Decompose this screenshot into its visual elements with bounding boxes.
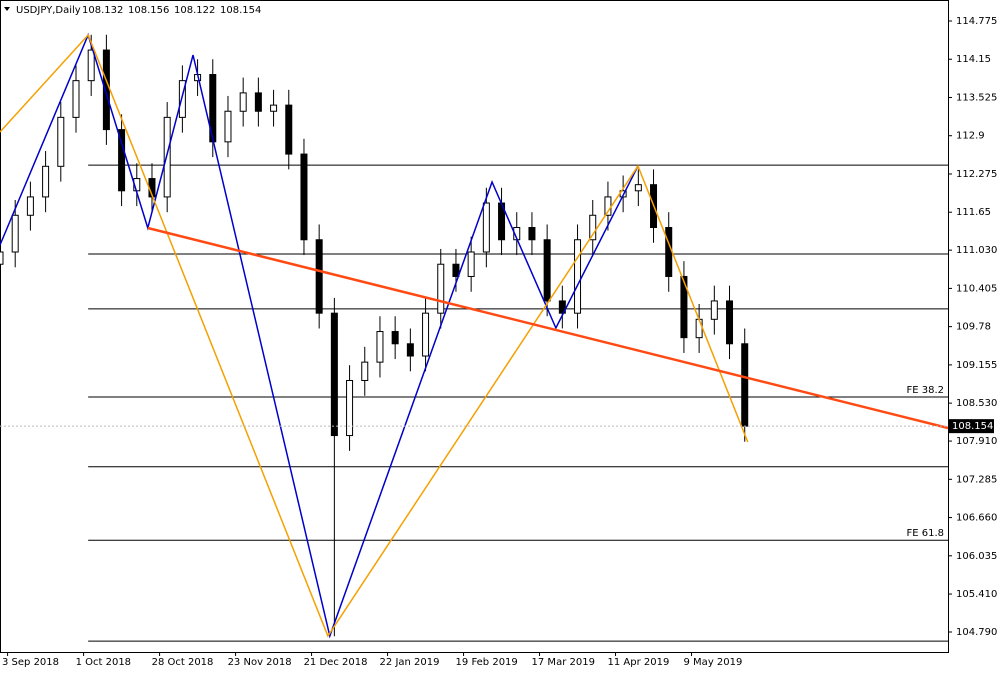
candle-body xyxy=(224,110,232,143)
x-tick-label: 3 Sep 2018 xyxy=(2,657,59,668)
candle-body xyxy=(376,331,384,363)
candle-body xyxy=(178,80,186,118)
x-tick-label: 9 May 2019 xyxy=(684,657,743,668)
candle-body xyxy=(741,343,749,427)
y-tick-label: 104.790 xyxy=(956,627,997,638)
menu-arrow[interactable] xyxy=(4,7,10,11)
candle-body xyxy=(330,312,338,437)
candle-body xyxy=(574,239,582,314)
y-tick-label: 106.660 xyxy=(956,513,997,524)
plot-frame xyxy=(0,0,949,653)
candle-body xyxy=(163,116,171,198)
candle-body xyxy=(437,263,445,314)
candle-body xyxy=(482,202,490,253)
candle-body xyxy=(315,239,323,314)
candle-body xyxy=(634,184,642,192)
candle-body xyxy=(391,331,399,345)
candle-body xyxy=(270,104,278,112)
level-label: FE 61.8 xyxy=(906,528,944,539)
candle-body xyxy=(11,214,19,253)
candle-body xyxy=(57,116,65,167)
y-tick-label: 106.035 xyxy=(956,551,997,562)
candle-body xyxy=(452,263,460,277)
candle-body xyxy=(528,227,536,241)
y-tick-label: 105.410 xyxy=(956,589,997,600)
candle-body xyxy=(300,153,308,241)
x-tick-label: 22 Jan 2019 xyxy=(380,657,440,668)
candle-body xyxy=(0,251,4,265)
x-tick-label: 28 Oct 2018 xyxy=(152,657,214,668)
candle-body xyxy=(254,92,262,112)
y-tick-label: 112.9 xyxy=(956,131,985,142)
candle-body xyxy=(87,49,95,82)
candle-body xyxy=(118,129,126,192)
y-tick-label: 111.65 xyxy=(956,207,991,218)
candle-body xyxy=(589,214,597,241)
x-tick-label: 19 Feb 2019 xyxy=(456,657,518,668)
overlay-line xyxy=(147,226,949,430)
y-tick-label: 114.15 xyxy=(956,54,991,65)
candle-body xyxy=(26,196,34,216)
candle-body xyxy=(361,361,369,381)
overlay-line xyxy=(0,32,639,639)
level-label: FE 38.2 xyxy=(906,385,944,396)
y-tick-label: 109.78 xyxy=(956,322,991,333)
y-tick-label: 109.155 xyxy=(956,360,997,371)
y-tick-label: 107.285 xyxy=(956,474,997,485)
candle-body xyxy=(665,227,673,277)
x-tick-label: 23 Nov 2018 xyxy=(228,657,292,668)
x-tick-label: 1 Oct 2018 xyxy=(76,657,131,668)
candle-body xyxy=(285,104,293,155)
candle-body xyxy=(558,300,566,314)
y-tick-label: 108.530 xyxy=(956,398,997,409)
candle-body xyxy=(422,312,430,357)
quote-value: 108.156 xyxy=(128,5,169,16)
x-tick-label: 21 Dec 2018 xyxy=(304,657,368,668)
y-tick-label: 113.525 xyxy=(956,92,997,103)
y-tick-label: 110.405 xyxy=(956,283,997,294)
last-price-box xyxy=(948,419,994,434)
y-tick-label: 107.910 xyxy=(956,436,997,447)
candle-body xyxy=(102,49,110,131)
overlay-line xyxy=(0,33,749,638)
y-tick-label: 112.275 xyxy=(956,169,997,180)
y-tick-label: 111.030 xyxy=(956,245,997,256)
y-tick-label: 114.775 xyxy=(956,16,997,27)
quote-value: 108.122 xyxy=(174,5,215,16)
candle-body xyxy=(239,92,247,112)
quote-value: 108.154 xyxy=(220,5,261,16)
candle-body xyxy=(680,275,688,339)
quote-value: 108.132 xyxy=(82,5,123,16)
x-tick-label: 17 Mar 2019 xyxy=(532,657,595,668)
x-tick-label: 11 Apr 2019 xyxy=(608,657,670,668)
candle-body xyxy=(726,300,734,345)
symbol: USDJPY,Daily xyxy=(16,5,81,16)
candle-body xyxy=(346,379,354,437)
candle-body xyxy=(695,318,703,339)
candle-body xyxy=(710,300,718,320)
candle-body xyxy=(42,165,50,198)
last-price-label: 108.154 xyxy=(952,421,993,432)
candle-body xyxy=(467,251,475,277)
candle-body xyxy=(543,239,551,302)
candle-body xyxy=(72,80,80,118)
candle-body xyxy=(406,343,414,357)
